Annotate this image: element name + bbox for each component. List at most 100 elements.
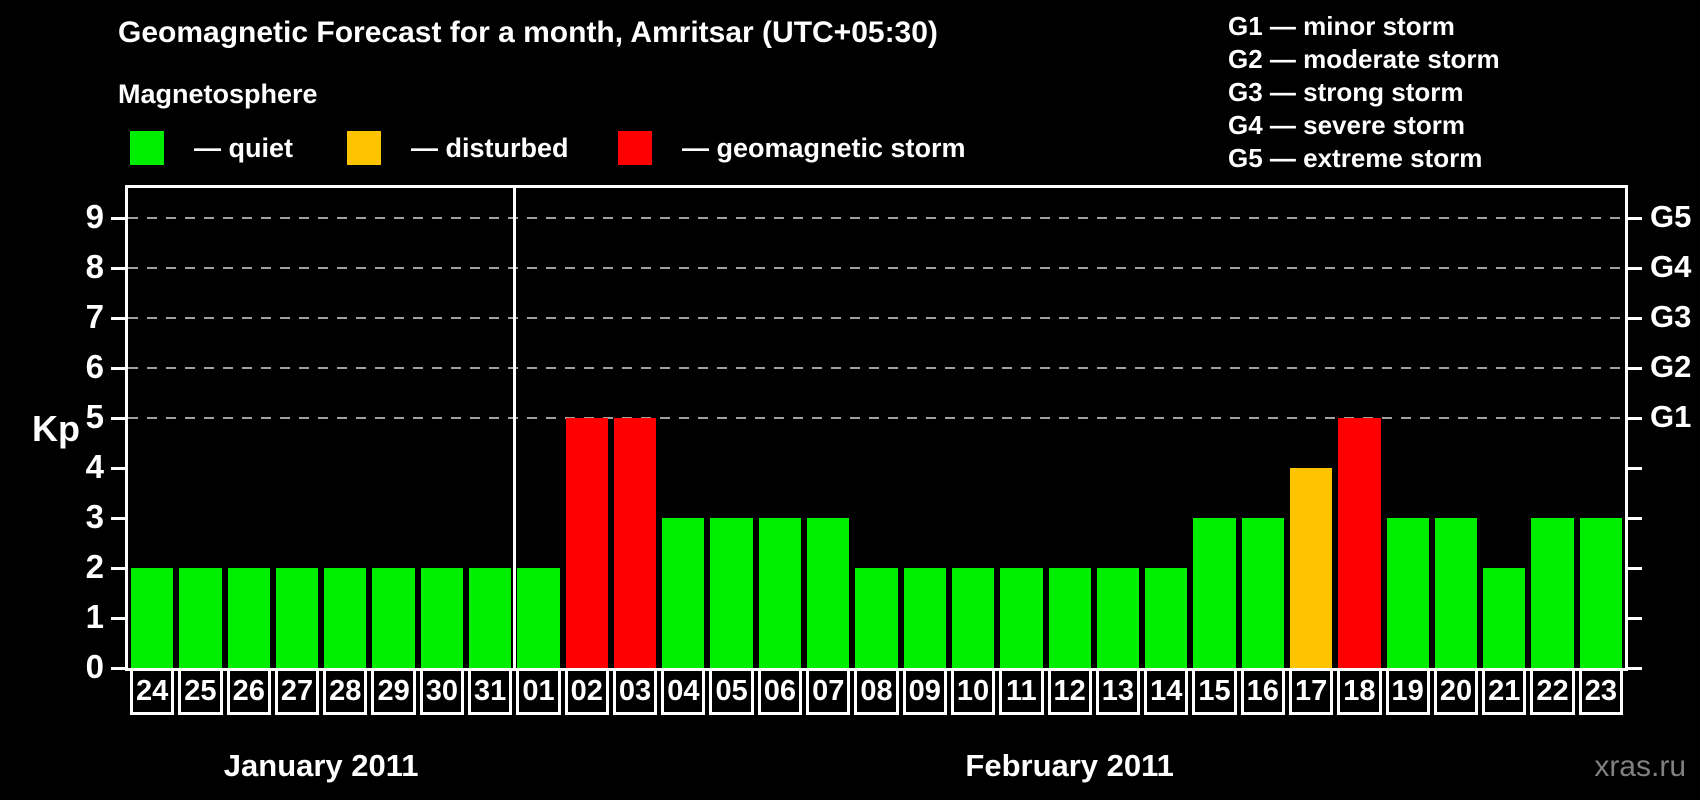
date-label-17: 17 bbox=[1288, 668, 1334, 715]
date-label-03: 03 bbox=[612, 668, 658, 715]
kp-bar-day-27 bbox=[275, 568, 319, 668]
g-scale-legend: G1 — minor storm G2 — moderate storm G3 — … bbox=[1228, 10, 1500, 175]
kp-bar-day-22 bbox=[1531, 518, 1574, 668]
kp-gridline-5 bbox=[128, 417, 1625, 419]
g-axis-label-G3: G3 bbox=[1650, 299, 1692, 334]
g-scale-line-4: G4 — severe storm bbox=[1228, 110, 1466, 140]
legend-swatch-quiet bbox=[130, 131, 164, 165]
y-axis-tick-right bbox=[1628, 216, 1642, 220]
date-axis: 24 25 26 27 28 29 30 31 01 02 03 04 05 06 07 08 09 10 11 12… bbox=[128, 668, 1625, 715]
month-separator-line bbox=[512, 188, 516, 668]
kp-bar-day-21 bbox=[1483, 568, 1526, 668]
watermark: xras.ru bbox=[1594, 750, 1686, 783]
kp-bar-day-18 bbox=[1338, 418, 1381, 668]
kp-bar-day-29 bbox=[372, 568, 415, 668]
date-label-18: 18 bbox=[1337, 668, 1382, 715]
kp-bar-day-28 bbox=[324, 568, 367, 668]
g-scale-line-2: G2 — moderate storm bbox=[1228, 44, 1500, 74]
date-label-16: 16 bbox=[1240, 668, 1285, 715]
y-axis-tick-left bbox=[111, 416, 125, 420]
y-axis-tick-left bbox=[111, 616, 125, 620]
y-axis-label-1: 1 bbox=[85, 598, 104, 635]
date-label-04: 04 bbox=[661, 668, 706, 715]
g-scale-line-1: G1 — minor storm bbox=[1228, 11, 1455, 41]
date-label-22: 22 bbox=[1530, 668, 1575, 715]
kp-bar-day-02 bbox=[565, 418, 608, 668]
y-axis-tick-left bbox=[111, 266, 125, 270]
y-axis-tick-left bbox=[111, 216, 125, 220]
date-label-14: 14 bbox=[1144, 668, 1189, 715]
date-label-26: 26 bbox=[226, 668, 271, 715]
kp-bar-day-24 bbox=[131, 568, 174, 668]
legend-swatch-storm bbox=[618, 131, 652, 165]
date-label-02: 02 bbox=[564, 668, 609, 715]
chart-title: Geomagnetic Forecast for a month, Amrits… bbox=[118, 16, 938, 49]
y-axis-tick-left bbox=[111, 516, 125, 520]
y-axis-tick-left bbox=[111, 666, 125, 670]
y-axis-tick-right bbox=[1628, 266, 1642, 270]
kp-bar-day-10 bbox=[951, 568, 995, 668]
date-label-05: 05 bbox=[709, 668, 754, 715]
kp-bar-day-19 bbox=[1386, 518, 1429, 668]
date-label-29: 29 bbox=[371, 668, 416, 715]
y-axis-tick-right bbox=[1628, 316, 1642, 320]
kp-bar-day-05 bbox=[710, 518, 753, 668]
y-axis-title: Kp bbox=[32, 408, 80, 449]
y-axis-tick-right bbox=[1628, 466, 1642, 470]
date-label-19: 19 bbox=[1385, 668, 1430, 715]
kp-gridline-9 bbox=[128, 217, 1625, 219]
y-axis-tick-left bbox=[111, 566, 125, 570]
date-label-30: 30 bbox=[419, 668, 465, 715]
y-axis-tick-right bbox=[1628, 516, 1642, 520]
y-axis-tick-right bbox=[1628, 666, 1642, 670]
date-label-09: 09 bbox=[902, 668, 947, 715]
date-label-23: 23 bbox=[1578, 668, 1623, 715]
g-scale-line-3: G3 — strong storm bbox=[1228, 77, 1464, 107]
g-axis-label-G1: G1 bbox=[1650, 399, 1692, 434]
legend-item-label: — quiet bbox=[194, 132, 293, 163]
y-axis-label-5: 5 bbox=[85, 398, 104, 435]
kp-bar-day-13 bbox=[1096, 568, 1140, 668]
kp-bar-day-31 bbox=[469, 568, 512, 668]
legend-swatch-disturbed bbox=[347, 131, 381, 165]
y-axis-label-7: 7 bbox=[85, 298, 104, 335]
kp-bar-day-17 bbox=[1289, 468, 1333, 668]
kp-bar-day-14 bbox=[1145, 568, 1188, 668]
date-label-08: 08 bbox=[854, 668, 899, 715]
g-scale-line-5: G5 — extreme storm bbox=[1228, 143, 1483, 173]
date-label-10: 10 bbox=[950, 668, 996, 715]
y-axis-tick-right bbox=[1628, 366, 1642, 370]
kp-bar-day-09 bbox=[903, 568, 946, 668]
kp-gridline-7 bbox=[128, 317, 1625, 319]
kp-gridline-8 bbox=[128, 267, 1625, 269]
kp-bar-day-08 bbox=[855, 568, 898, 668]
date-label-28: 28 bbox=[323, 668, 368, 715]
y-axis-label-8: 8 bbox=[85, 248, 104, 285]
date-label-13: 13 bbox=[1095, 668, 1141, 715]
y-axis-label-9: 9 bbox=[85, 198, 104, 235]
date-label-06: 06 bbox=[757, 668, 803, 715]
date-label-27: 27 bbox=[274, 668, 320, 715]
g-axis-label-G2: G2 bbox=[1650, 349, 1692, 384]
y-axis-tick-left bbox=[111, 366, 125, 370]
date-label-01: 01 bbox=[516, 668, 561, 715]
kp-gridline-6 bbox=[128, 367, 1625, 369]
y-axis-tick-left bbox=[111, 316, 125, 320]
date-label-20: 20 bbox=[1433, 668, 1479, 715]
g-axis-label-G5: G5 bbox=[1650, 199, 1692, 234]
y-axis-label-6: 6 bbox=[85, 348, 104, 385]
y-axis-label-2: 2 bbox=[85, 548, 104, 585]
kp-bar-day-15 bbox=[1193, 518, 1236, 668]
date-label-12: 12 bbox=[1047, 668, 1092, 715]
y-axis-tick-right bbox=[1628, 616, 1642, 620]
date-label-31: 31 bbox=[468, 668, 513, 715]
y-axis-tick-right bbox=[1628, 416, 1642, 420]
y-axis-label-4: 4 bbox=[85, 448, 104, 485]
date-label-07: 07 bbox=[806, 668, 851, 715]
month-label: February 2011 bbox=[965, 748, 1174, 783]
y-axis-label-0: 0 bbox=[85, 648, 104, 685]
kp-bar-day-23 bbox=[1579, 518, 1622, 668]
y-axis-label-3: 3 bbox=[85, 498, 104, 535]
legend-item-label: — geomagnetic storm bbox=[682, 132, 966, 163]
